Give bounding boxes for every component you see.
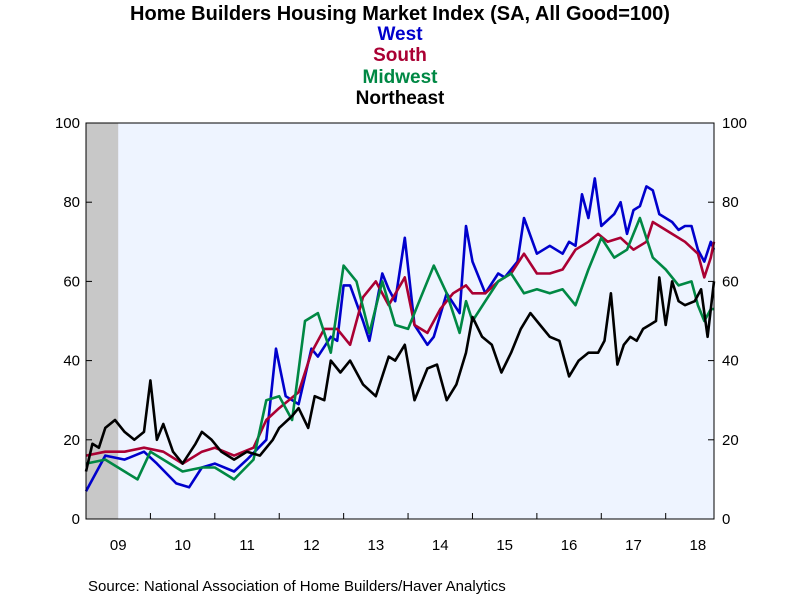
y-tick-label-left: 100 bbox=[55, 115, 80, 132]
x-tick-label: 17 bbox=[625, 537, 642, 554]
y-tick-label-left: 20 bbox=[63, 432, 80, 449]
legend-midwest: Midwest bbox=[362, 67, 438, 88]
x-tick-label: 11 bbox=[239, 537, 255, 554]
series-line-midwest bbox=[85, 216, 714, 481]
series-line-northeast bbox=[84, 276, 716, 472]
y-tick-label-right: 0 bbox=[722, 511, 730, 528]
x-tick-label: 15 bbox=[496, 537, 513, 554]
y-tick-label-right: 40 bbox=[722, 353, 739, 370]
y-tick-label-left: 0 bbox=[72, 511, 80, 528]
x-tick-label: 18 bbox=[690, 537, 707, 554]
plot-border bbox=[85, 122, 715, 520]
x-tick-label: 13 bbox=[368, 537, 385, 554]
y-tick-label-right: 100 bbox=[722, 115, 747, 132]
x-tick-label: 14 bbox=[432, 537, 449, 554]
x-tick-label: 09 bbox=[110, 537, 127, 554]
y-tick-label-right: 20 bbox=[722, 432, 739, 449]
y-tick-label-right: 80 bbox=[722, 194, 739, 211]
x-tick-label: 10 bbox=[174, 537, 191, 554]
legend-west: West bbox=[377, 24, 423, 45]
legend-south: South bbox=[373, 45, 427, 66]
x-tick-label: 12 bbox=[303, 537, 320, 554]
y-tick-label-right: 60 bbox=[722, 273, 739, 290]
source-note: Source: National Association of Home Bui… bbox=[88, 578, 506, 595]
y-tick-label-left: 80 bbox=[63, 194, 80, 211]
legend-northeast: Northeast bbox=[355, 88, 445, 109]
y-tick-label-left: 40 bbox=[63, 353, 80, 370]
y-tick-label-left: 60 bbox=[63, 273, 80, 290]
chart-title: Home Builders Housing Market Index (SA, … bbox=[130, 3, 670, 25]
x-tick-label: 16 bbox=[561, 537, 578, 554]
